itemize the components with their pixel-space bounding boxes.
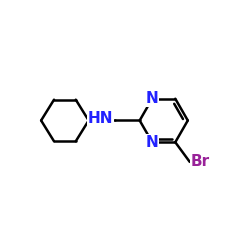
Text: Br: Br bbox=[191, 154, 210, 169]
Text: N: N bbox=[146, 91, 158, 106]
Text: HN: HN bbox=[88, 111, 113, 126]
Text: N: N bbox=[146, 135, 158, 150]
